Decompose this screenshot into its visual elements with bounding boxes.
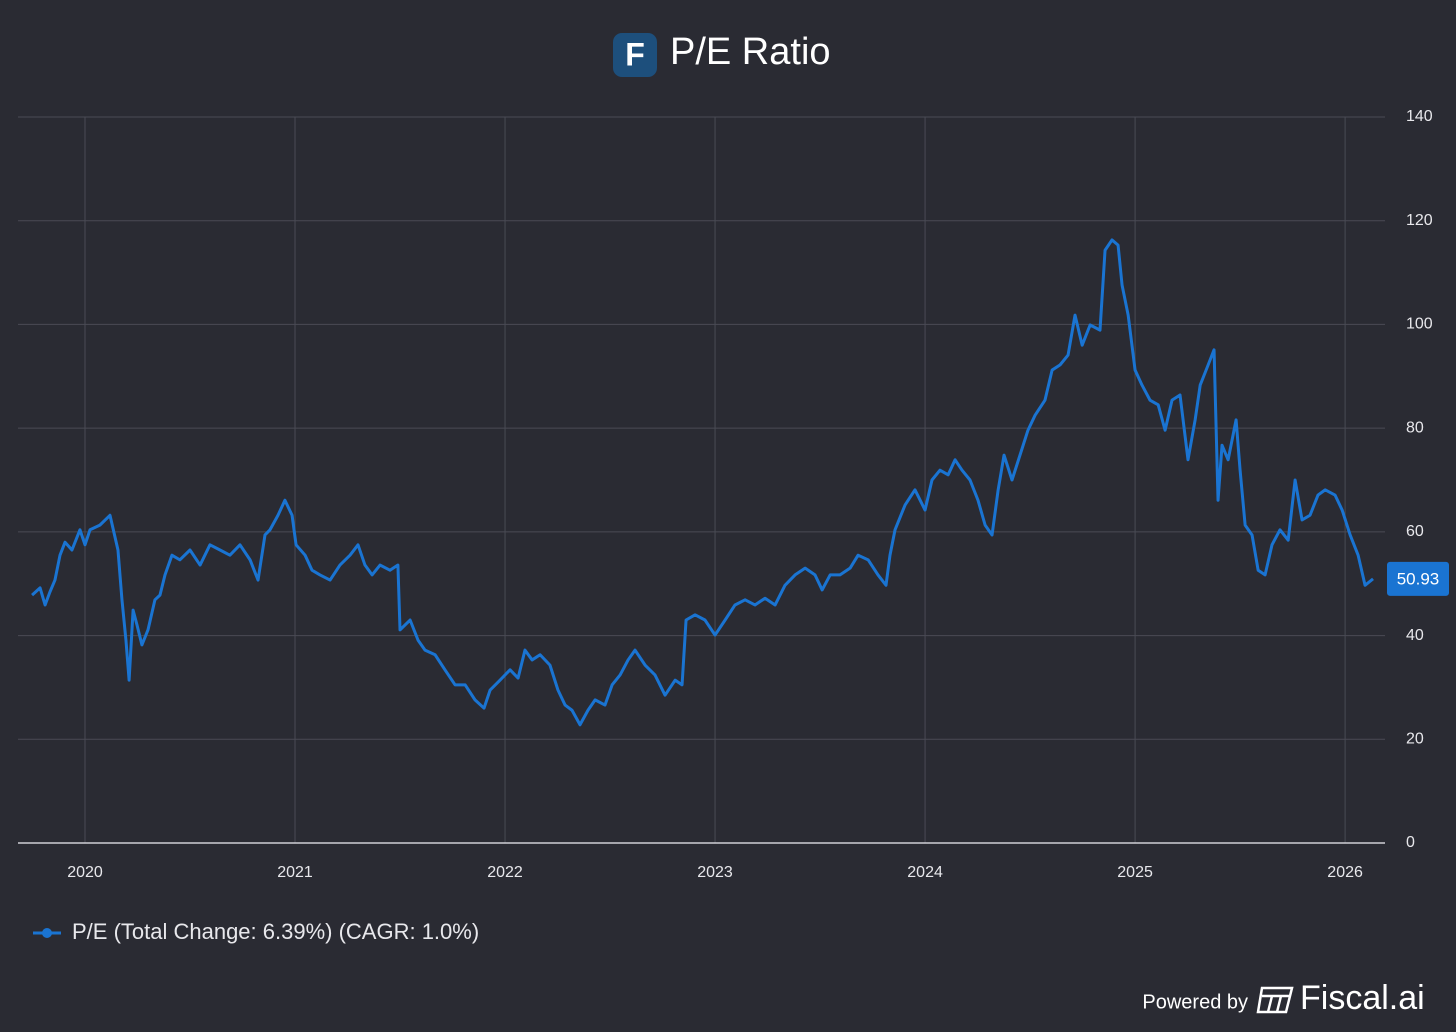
legend-dot — [42, 928, 52, 938]
x-tick-label: 2024 — [907, 864, 943, 881]
title-logo-letter: F — [625, 36, 645, 72]
y-tick-label: 20 — [1406, 731, 1424, 748]
y-tick-label: 60 — [1406, 523, 1424, 540]
last-value-label: 50.93 — [1397, 569, 1440, 588]
y-tick-label: 120 — [1406, 212, 1433, 229]
last-value-badge — [1387, 561, 1449, 596]
x-tick-label: 2025 — [1117, 864, 1153, 881]
x-tick-label: 2020 — [67, 864, 103, 881]
x-tick-label: 2026 — [1327, 864, 1363, 881]
x-tick-label: 2021 — [277, 864, 313, 881]
plot: 50.93 — [31, 238, 1449, 727]
footer-logo-lines — [1262, 994, 1290, 1013]
footer-logo-frame — [1256, 986, 1294, 1014]
legend: P/E (Total Change: 6.39%) (CAGR: 1.0%) — [33, 919, 479, 944]
chart-title: P/E Ratio — [670, 31, 831, 73]
footer-brand: Fiscal.ai — [1300, 979, 1425, 1017]
legend-label: P/E (Total Change: 6.39%) (CAGR: 1.0%) — [72, 919, 479, 944]
footer-powered-by: Powered by — [1142, 991, 1248, 1013]
y-tick-label: 40 — [1406, 627, 1424, 644]
footer-logo — [1256, 986, 1294, 1014]
title-logo — [613, 33, 657, 77]
y-tick-label: 80 — [1406, 419, 1424, 436]
x-tick-label: 2022 — [487, 864, 523, 881]
y-tick-label: 0 — [1406, 834, 1415, 851]
grid: 0 20 40 60 80 100 120 140 2020 2021 2022 2023 2024 20… — [18, 108, 1433, 881]
y-tick-label: 100 — [1406, 316, 1433, 333]
x-tick-label: 2023 — [697, 864, 733, 881]
line-series — [31, 238, 1374, 727]
y-tick-label: 140 — [1406, 108, 1433, 125]
